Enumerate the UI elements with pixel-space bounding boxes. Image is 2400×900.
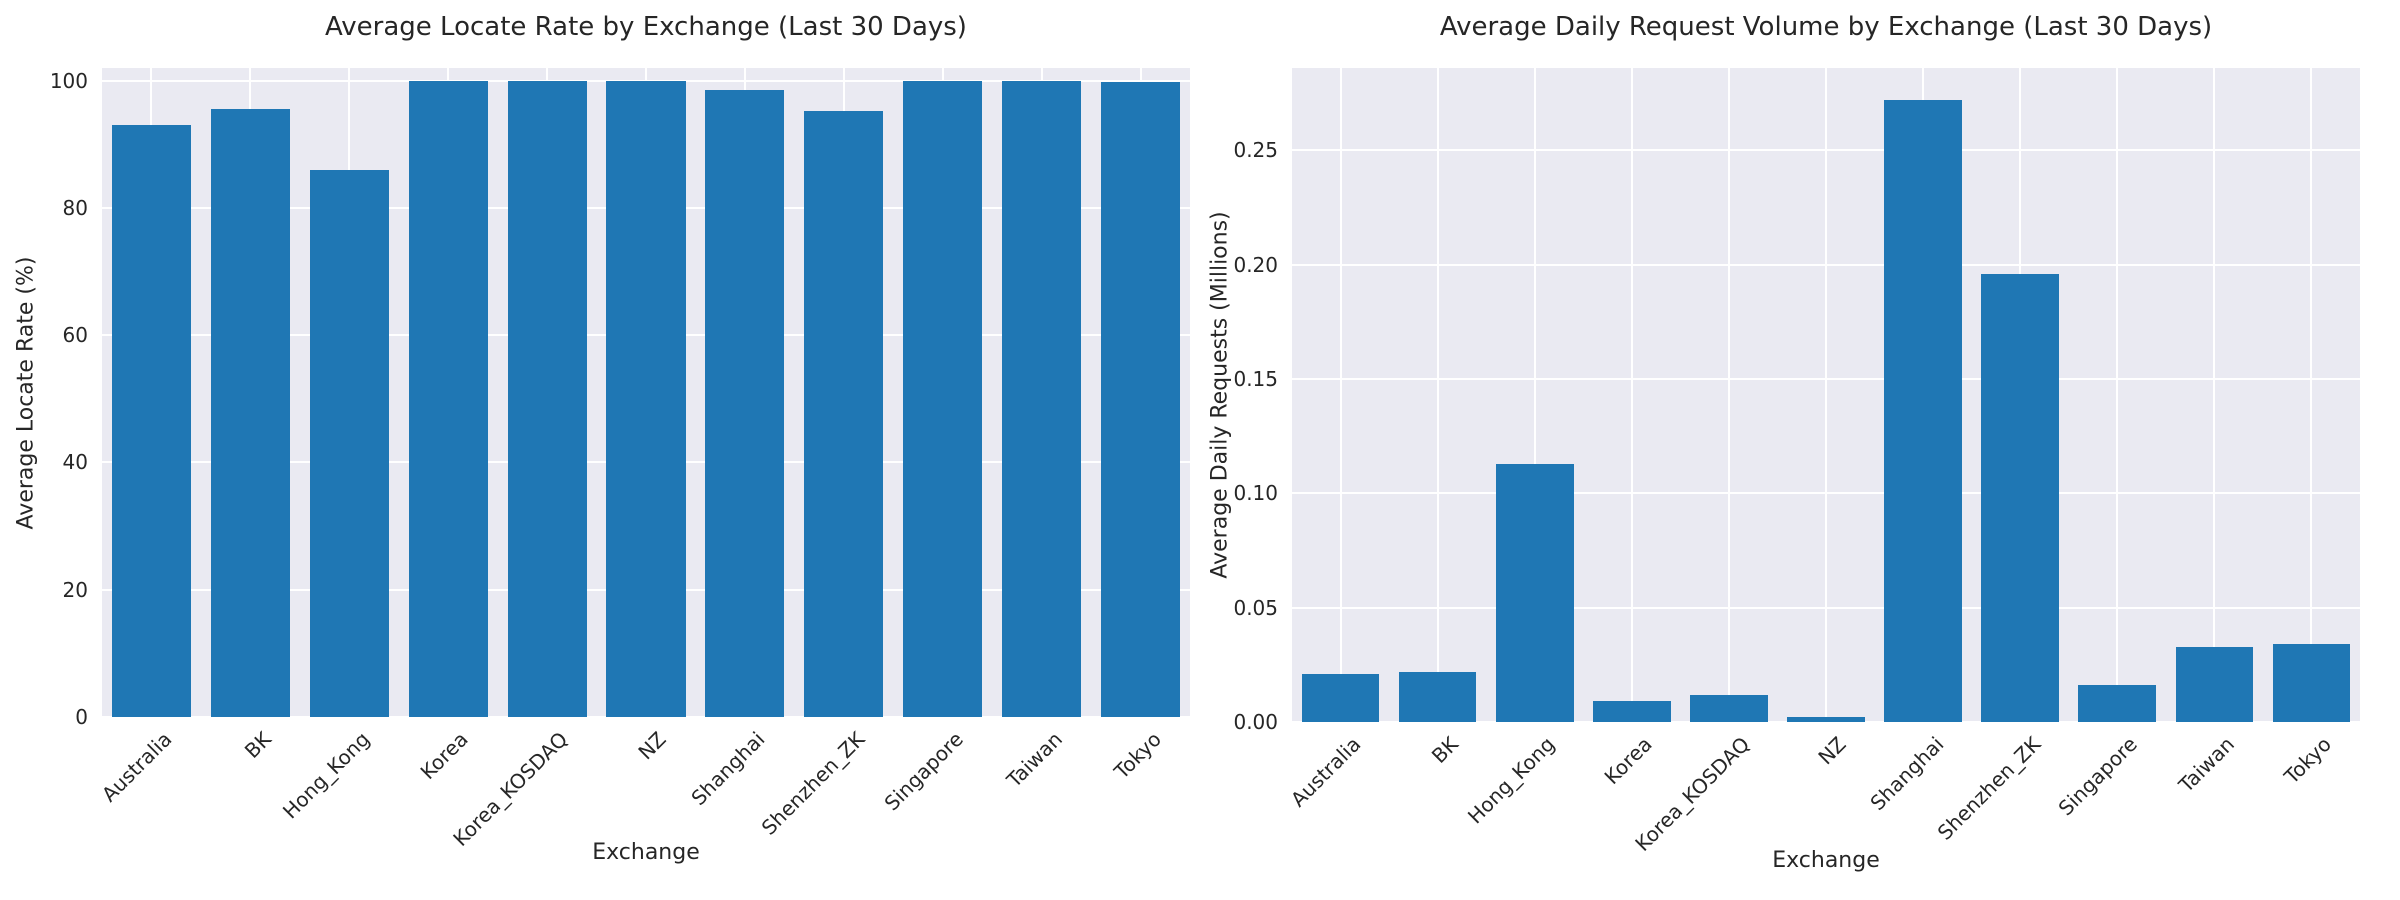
bar-korea	[408, 80, 488, 717]
bar-nz	[1787, 717, 1865, 722]
bar-taiwan	[1002, 80, 1082, 717]
x-tick-label: Shenzhen_ZK	[1932, 732, 2046, 845]
chart-title: Average Locate Rate by Exchange (Last 30…	[325, 12, 967, 42]
bar-korea_kosdaq	[1690, 694, 1768, 722]
x-tick-label: Australia	[96, 727, 177, 807]
gridline-v	[1436, 68, 1439, 722]
x-tick-label: NZ	[1813, 732, 1851, 770]
bar-tokyo	[1100, 82, 1181, 717]
x-tick-label: NZ	[633, 727, 671, 765]
x-tick-label: Singapore	[879, 727, 968, 816]
bar-nz	[606, 80, 686, 717]
bar-tokyo	[2272, 644, 2351, 722]
gridline-v	[1727, 68, 1730, 722]
x-tick-label: BK	[1426, 732, 1463, 768]
x-tick-label: Korea	[1599, 732, 1657, 790]
locate-rate-chart: Average Locate Rate by Exchange (Last 30…	[13, 12, 1190, 865]
x-tick-label: Australia	[1285, 732, 1366, 812]
y-tick-label: 0	[75, 705, 88, 729]
x-tick-label: Shenzhen_ZK	[756, 727, 869, 840]
bar-bk	[210, 109, 290, 717]
y-tick-label: 0.05	[1233, 595, 1278, 620]
x-tick-label: Singapore	[2053, 732, 2143, 821]
gridline-v	[1339, 68, 1342, 722]
bar-shenzhen_zk	[1981, 273, 2060, 722]
bar-taiwan	[2175, 646, 2254, 722]
x-tick-label: Hong_Kong	[1463, 732, 1560, 829]
plot-area	[102, 68, 1190, 718]
y-tick-label: 80	[62, 195, 88, 220]
bar-korea	[1592, 701, 1671, 722]
y-tick-label: 0.10	[1233, 481, 1278, 506]
x-tick-label: Hong_Kong	[277, 727, 375, 824]
bar-bk	[1398, 671, 1477, 722]
gridline-v	[1825, 68, 1827, 722]
bar-australia	[1301, 673, 1380, 722]
x-tick-label: BK	[239, 727, 276, 763]
gridline-v	[1533, 68, 1536, 722]
y-tick-label: 0.15	[1233, 366, 1278, 391]
plot-area	[1292, 68, 2360, 723]
bar-singapore	[903, 80, 983, 717]
bar-korea_kosdaq	[507, 80, 587, 717]
bar-hong_kong	[309, 169, 389, 717]
gridline-h	[102, 716, 1190, 718]
y-axis-label: Average Locate Rate (%)	[13, 256, 39, 529]
x-tick-label: Korea	[416, 727, 474, 785]
gridline-v	[1630, 68, 1633, 722]
gridline-v	[2310, 68, 2313, 722]
x-axis-label: Exchange	[1772, 848, 1880, 873]
gridline-h	[1292, 721, 2360, 723]
chart-title: Average Daily Request Volume by Exchange…	[1439, 12, 2213, 42]
x-tick-label: Taiwan	[1001, 727, 1067, 793]
y-tick-label: 40	[62, 450, 88, 475]
y-tick-label: 60	[62, 323, 88, 348]
bar-shanghai	[1884, 100, 1962, 722]
x-tick-label: Tokyo	[1108, 727, 1166, 784]
bar-australia	[111, 125, 192, 717]
x-tick-label: Shanghai	[686, 727, 770, 811]
bar-shenzhen_zk	[804, 111, 884, 717]
x-tick-label: Shanghai	[1864, 732, 1949, 816]
y-tick-label: 0.00	[1233, 710, 1278, 734]
x-tick-label: Taiwan	[2174, 732, 2240, 798]
y-tick-label: 100	[49, 68, 88, 93]
bar-hong_kong	[1495, 463, 1574, 722]
bar-singapore	[2078, 685, 2157, 722]
y-tick-label: 20	[62, 577, 88, 602]
gridline-v	[2213, 68, 2216, 722]
x-tick-label: Tokyo	[2279, 732, 2337, 789]
y-tick-label: 0.25	[1233, 138, 1278, 163]
x-axis-label: Exchange	[592, 840, 700, 865]
y-tick-label: 0.20	[1233, 252, 1278, 277]
gridline-v	[2116, 68, 2119, 722]
bar-shanghai	[705, 89, 785, 717]
request-volume-chart: Average Daily Request Volume by Exchange…	[1200, 0, 2400, 900]
